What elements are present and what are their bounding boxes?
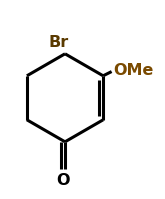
Text: Br: Br bbox=[48, 35, 68, 50]
Text: O: O bbox=[56, 173, 70, 188]
Text: OMe: OMe bbox=[113, 63, 154, 78]
